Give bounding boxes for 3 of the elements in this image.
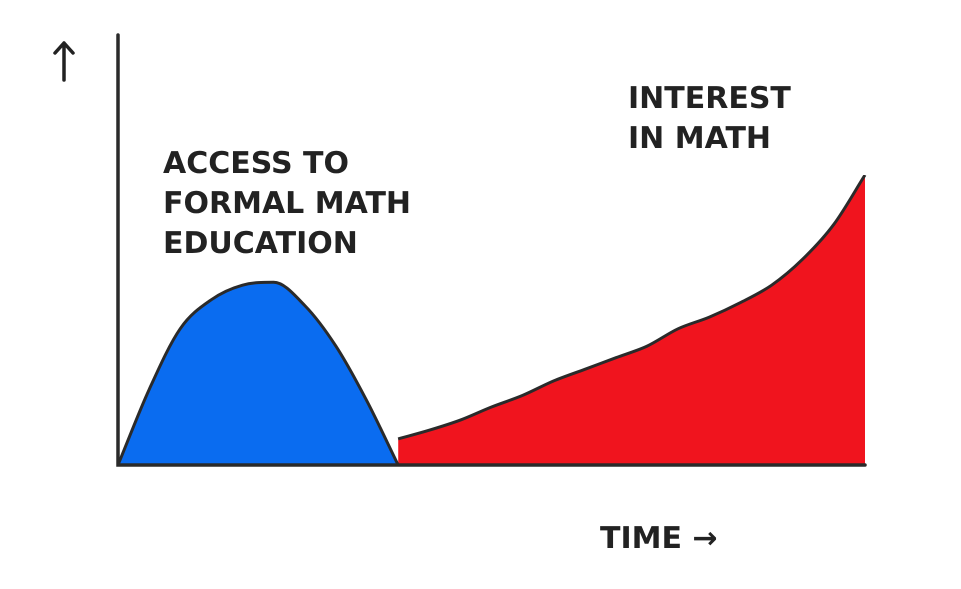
series-label: ACCESS TO FORMAL MATH EDUCATION <box>163 146 412 261</box>
text: INTEREST IN MATH <box>628 80 792 156</box>
x-axis-title: TIME → <box>600 520 718 556</box>
